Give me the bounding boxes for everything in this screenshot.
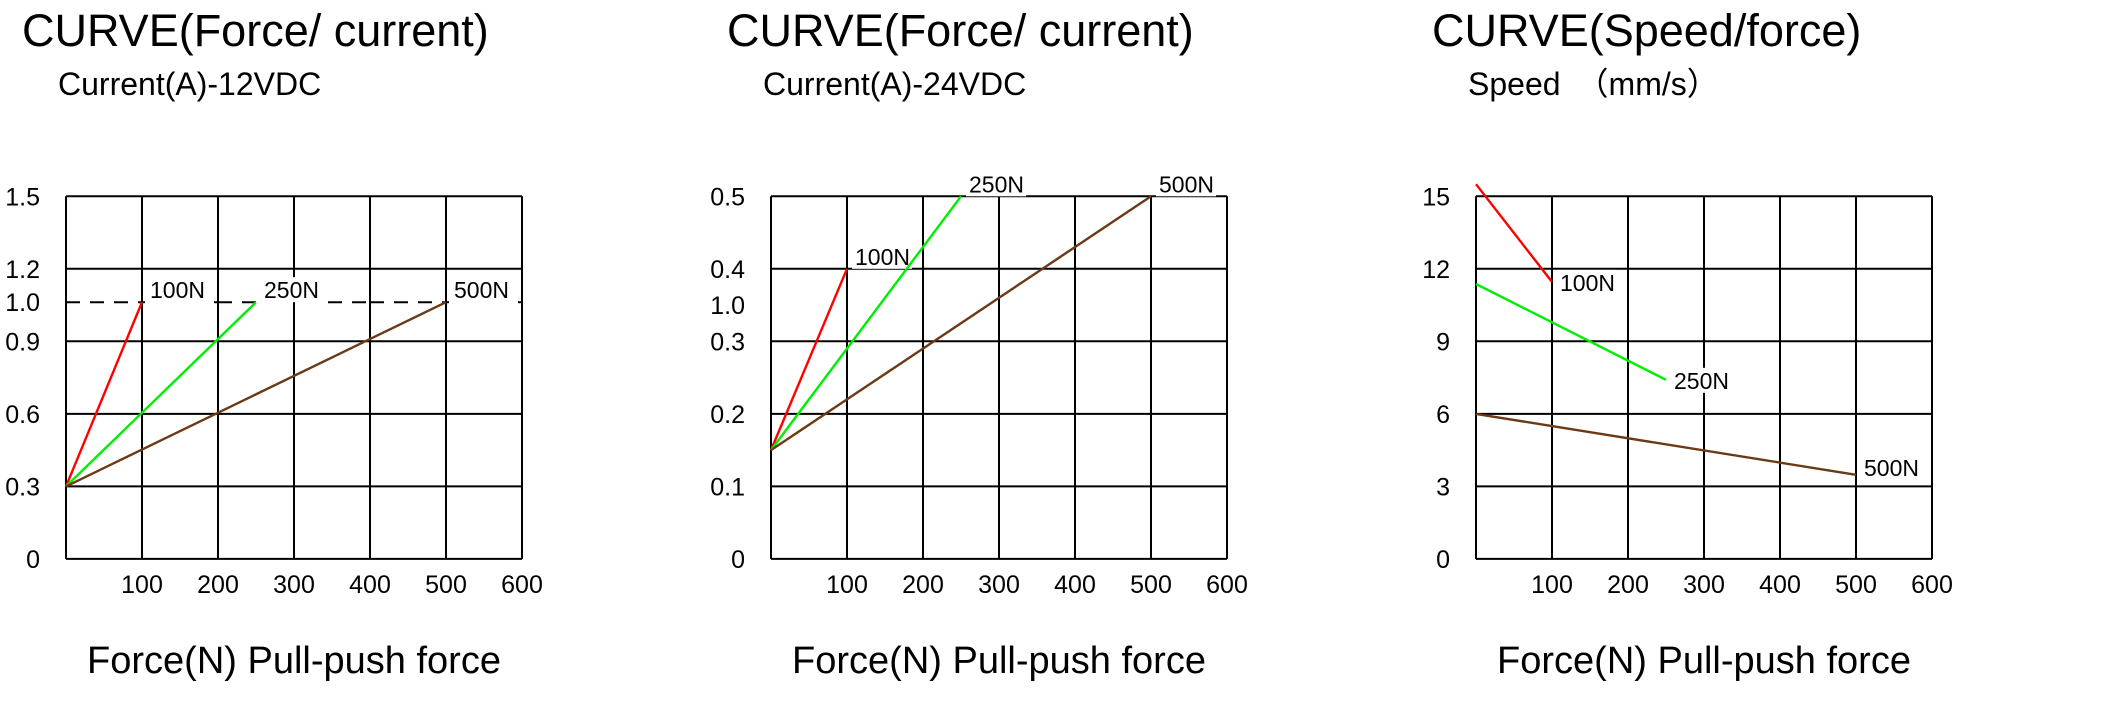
svg-text:0.3: 0.3 (710, 328, 745, 356)
svg-text:15: 15 (1422, 183, 1450, 211)
svg-text:400: 400 (349, 571, 391, 599)
svg-text:100N: 100N (855, 244, 910, 270)
svg-text:1.0: 1.0 (710, 292, 745, 320)
svg-text:100N: 100N (150, 277, 205, 303)
svg-text:200: 200 (902, 571, 944, 599)
svg-text:500: 500 (1130, 571, 1172, 599)
svg-text:3: 3 (1436, 473, 1450, 501)
svg-text:Force(N) Pull-push force: Force(N) Pull-push force (87, 640, 501, 682)
svg-text:500: 500 (1835, 571, 1877, 599)
svg-text:0.9: 0.9 (5, 328, 40, 356)
svg-text:Force(N) Pull-push force: Force(N) Pull-push force (792, 640, 1206, 682)
svg-text:250N: 250N (1674, 368, 1729, 394)
svg-text:300: 300 (273, 571, 315, 599)
svg-text:0.3: 0.3 (5, 473, 40, 501)
svg-text:Speed （mm/s）: Speed （mm/s） (1468, 66, 1719, 102)
svg-text:500: 500 (425, 571, 467, 599)
svg-text:CURVE(Force/ current): CURVE(Force/ current) (727, 5, 1194, 56)
svg-text:600: 600 (501, 571, 543, 599)
svg-text:200: 200 (197, 571, 239, 599)
svg-text:Current(A)-12VDC: Current(A)-12VDC (58, 66, 321, 102)
svg-text:400: 400 (1759, 571, 1801, 599)
svg-text:600: 600 (1206, 571, 1248, 599)
svg-text:0.1: 0.1 (710, 473, 745, 501)
svg-text:0.2: 0.2 (710, 401, 745, 429)
svg-text:300: 300 (1683, 571, 1725, 599)
svg-text:1.5: 1.5 (5, 183, 40, 211)
svg-text:Force(N) Pull-push force: Force(N) Pull-push force (1497, 640, 1911, 682)
svg-text:6: 6 (1436, 401, 1450, 429)
svg-text:500N: 500N (1159, 171, 1214, 197)
svg-text:100: 100 (826, 571, 868, 599)
svg-text:200: 200 (1607, 571, 1649, 599)
svg-text:9: 9 (1436, 328, 1450, 356)
svg-text:CURVE(Speed/force): CURVE(Speed/force) (1432, 5, 1861, 56)
svg-text:0: 0 (1436, 546, 1450, 574)
svg-text:Current(A)-24VDC: Current(A)-24VDC (763, 66, 1026, 102)
svg-text:CURVE(Force/ current): CURVE(Force/ current) (22, 5, 489, 56)
svg-text:250N: 250N (264, 277, 319, 303)
svg-text:250N: 250N (969, 171, 1024, 197)
svg-text:300: 300 (978, 571, 1020, 599)
svg-text:500N: 500N (1864, 455, 1919, 481)
svg-text:100: 100 (1531, 571, 1573, 599)
svg-text:500N: 500N (454, 277, 509, 303)
svg-text:0.5: 0.5 (710, 183, 745, 211)
svg-text:0.6: 0.6 (5, 401, 40, 429)
svg-text:100N: 100N (1560, 270, 1615, 296)
svg-text:0.4: 0.4 (710, 256, 745, 284)
svg-text:0: 0 (731, 546, 745, 574)
svg-text:1.2: 1.2 (5, 256, 40, 284)
svg-text:12: 12 (1422, 256, 1450, 284)
svg-text:100: 100 (121, 571, 163, 599)
svg-text:400: 400 (1054, 571, 1096, 599)
svg-text:600: 600 (1911, 571, 1953, 599)
svg-text:0: 0 (26, 546, 40, 574)
svg-text:1.0: 1.0 (5, 289, 40, 317)
